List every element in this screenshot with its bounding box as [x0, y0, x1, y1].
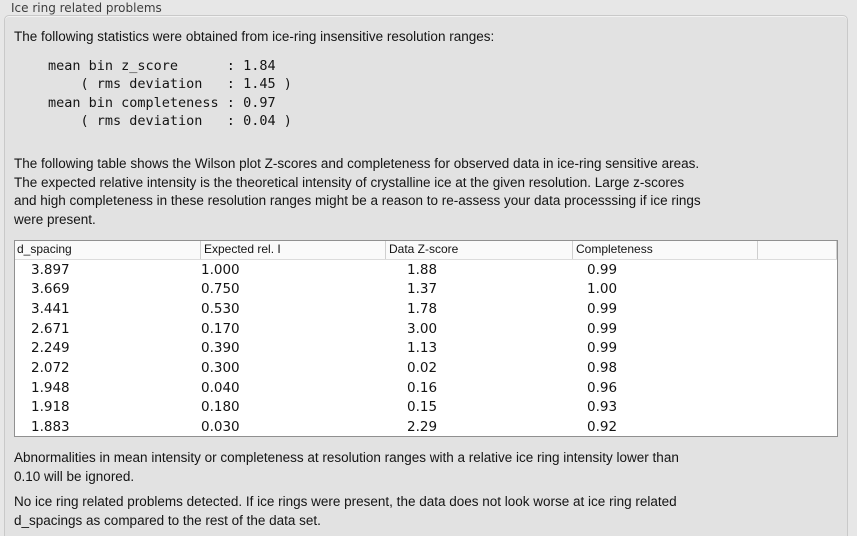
table-cell: 0.390	[201, 340, 240, 357]
table-cell: 0.92	[587, 419, 618, 436]
table-cell: 0.96	[587, 379, 618, 396]
table-cell: 0.99	[587, 301, 618, 318]
table-cell: 0.170	[201, 320, 240, 337]
table-cell: 1.918	[31, 399, 70, 416]
table-cell: 2.072	[31, 360, 70, 377]
table-body: 3.897 1.000 1.88 0.99 3.669 0.750 1.37 1.00 3.44…	[15, 260, 837, 436]
table-row[interactable]: 3.897 1.000 1.88 0.99	[15, 260, 837, 280]
table-cell: 0.750	[201, 281, 240, 298]
table-cell: 0.99	[587, 261, 618, 278]
table-cell: 0.98	[587, 360, 618, 377]
table-cell: 1.948	[31, 379, 70, 396]
panel-title: Ice ring related problems	[11, 1, 162, 15]
table-cell: 0.180	[201, 399, 240, 416]
table-cell: 3.669	[31, 281, 70, 298]
table-cell: 0.030	[201, 419, 240, 436]
table-row[interactable]: 3.441 0.530 1.78 0.99	[15, 299, 837, 319]
column-header-blank[interactable]	[758, 241, 837, 259]
table-header-row: d_spacing Expected rel. I Data Z-score Comp…	[15, 241, 837, 260]
intro-text: The following statistics were obtained f…	[14, 29, 495, 44]
column-header-expected-rel-i[interactable]: Expected rel. I	[201, 241, 386, 259]
table-cell: 0.040	[201, 379, 240, 396]
table-cell: 1.88	[407, 261, 438, 278]
table-row[interactable]: 2.072 0.300 0.02 0.98	[15, 358, 837, 378]
column-header-data-z-score[interactable]: Data Z-score	[386, 241, 573, 259]
table-cell: 0.15	[407, 399, 438, 416]
table-cell: 3.897	[31, 261, 70, 278]
table-row[interactable]: 2.249 0.390 1.13 0.99	[15, 339, 837, 359]
table-row[interactable]: 3.669 0.750 1.37 1.00	[15, 280, 837, 300]
table-cell: 0.300	[201, 360, 240, 377]
table-cell: 0.99	[587, 320, 618, 337]
table-cell: 0.02	[407, 360, 438, 377]
table-row[interactable]: 2.671 0.170 3.00 0.99	[15, 319, 837, 339]
table-row[interactable]: 1.883 0.030 2.29 0.92	[15, 417, 837, 436]
table-cell: 3.441	[31, 301, 70, 318]
table-cell: 0.93	[587, 399, 618, 416]
conclusion-text: No ice ring related problems detected. I…	[14, 494, 677, 528]
table-cell: 1.37	[407, 281, 438, 298]
table-cell: 1.13	[407, 340, 438, 357]
table-cell: 1.883	[31, 419, 70, 436]
table-cell: 3.00	[407, 320, 438, 337]
column-header-d-spacing[interactable]: d_spacing	[15, 241, 201, 259]
table-cell: 1.78	[407, 301, 438, 318]
table-row[interactable]: 1.948 0.040 0.16 0.96	[15, 378, 837, 398]
table-cell: 0.99	[587, 340, 618, 357]
table-description: The following table shows the Wilson plo…	[14, 156, 701, 227]
table-cell: 0.16	[407, 379, 438, 396]
table-cell: 2.671	[31, 320, 70, 337]
table-cell: 1.00	[587, 281, 618, 298]
table-cell: 0.530	[201, 301, 240, 318]
table-cell: 2.249	[31, 340, 70, 357]
table-row[interactable]: 1.918 0.180 0.15 0.93	[15, 398, 837, 418]
column-header-completeness[interactable]: Completeness	[573, 241, 758, 259]
ice-ring-table: d_spacing Expected rel. I Data Z-score Comp…	[14, 240, 838, 437]
stats-block: mean bin z_score : 1.84 ( rms deviation …	[48, 58, 292, 129]
table-cell: 1.000	[201, 261, 240, 278]
table-cell: 2.29	[407, 419, 438, 436]
ignore-note: Abnormalities in mean intensity or compl…	[14, 450, 679, 484]
